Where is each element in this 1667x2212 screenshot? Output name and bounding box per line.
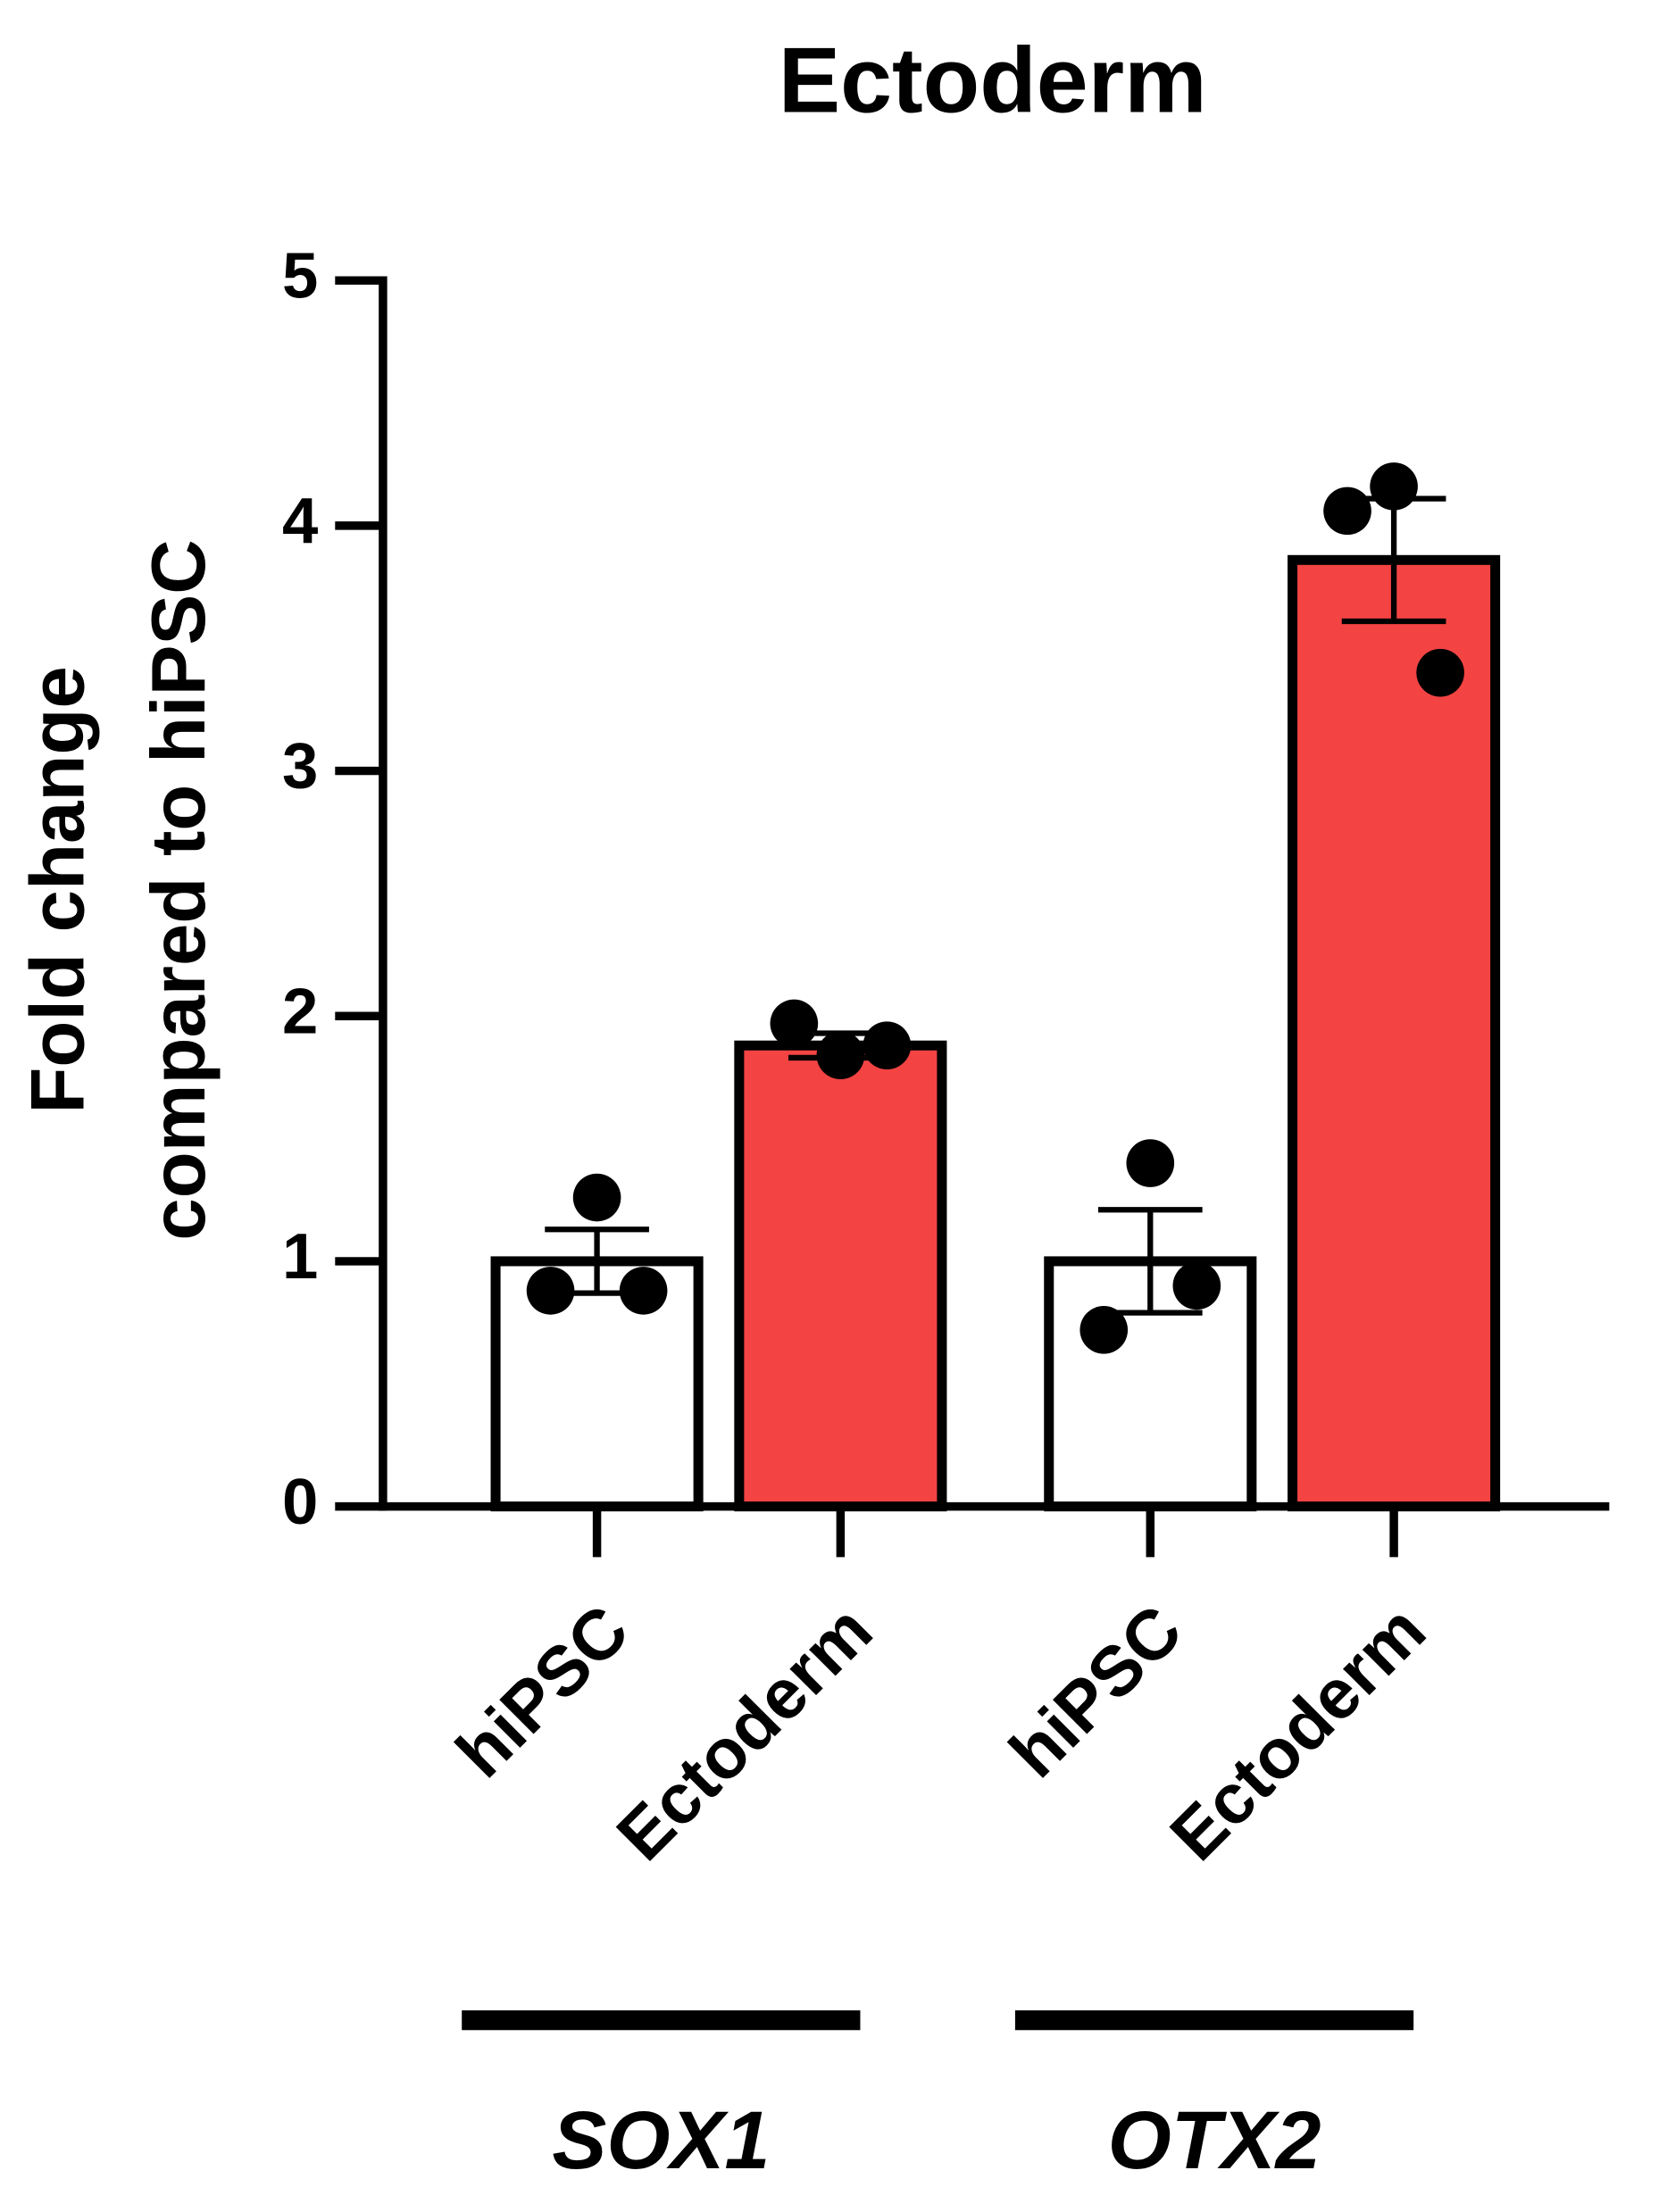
x-tick-label: Ectoderm [1155, 1590, 1440, 1875]
data-point [1416, 648, 1464, 697]
y-tick-label: 5 [282, 239, 318, 312]
data-point [1079, 1306, 1129, 1354]
bar [490, 1256, 704, 1512]
data-point [526, 1267, 575, 1315]
bar [734, 1040, 947, 1512]
y-axis-label-line: Fold change [15, 666, 100, 1113]
group-label: SOX1 [552, 2095, 770, 2186]
y-axis-label-line: compared to hiPSC [137, 539, 221, 1240]
y-tick-label: 0 [282, 1466, 318, 1538]
data-point [572, 1173, 621, 1222]
group-label: OTX2 [1108, 2095, 1321, 2186]
y-tick-label: 3 [282, 730, 318, 802]
y-tick-label: 4 [282, 485, 318, 557]
data-point [863, 1021, 912, 1070]
chart-title: Ectoderm [779, 29, 1207, 133]
data-point [1323, 486, 1371, 536]
data-point [619, 1267, 668, 1315]
data-point [1126, 1139, 1175, 1187]
data-point [1172, 1261, 1221, 1310]
x-tick-label: hiPSC [995, 1590, 1196, 1792]
bar [1288, 554, 1501, 1512]
y-tick-label: 1 [282, 1220, 318, 1293]
x-tick-label-group: hiPSC [441, 1590, 643, 1792]
x-tick-label-group: hiPSC [995, 1590, 1196, 1792]
data-point [816, 1031, 865, 1079]
x-tick-label-group: Ectoderm [602, 1590, 887, 1875]
y-tick-label: 2 [282, 975, 318, 1047]
data-point [1370, 462, 1418, 511]
x-tick-label: hiPSC [441, 1590, 643, 1792]
data-point [770, 999, 819, 1048]
x-tick-label: Ectoderm [602, 1590, 887, 1875]
x-tick-label-group: Ectoderm [1155, 1590, 1440, 1875]
y-axis-label: Fold change compared to hiPSC [15, 539, 221, 1240]
